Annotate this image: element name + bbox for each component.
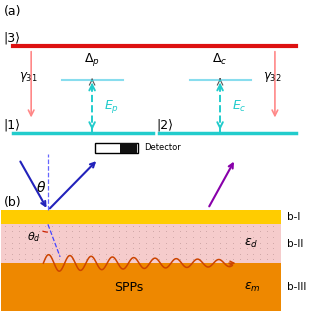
Text: Detector: Detector [144,144,181,153]
Bar [1,224,281,263]
Text: (b): (b) [4,196,21,209]
Text: |1⟩: |1⟩ [4,118,21,131]
Text: |2⟩: |2⟩ [156,118,173,131]
Text: b-II: b-II [287,239,304,249]
Text: $\gamma_{32}$: $\gamma_{32}$ [263,70,281,84]
Text: $\Delta_c$: $\Delta_c$ [212,52,228,67]
Text: $\theta$: $\theta$ [36,180,46,195]
Bar [1,210,281,224]
Text: b-I: b-I [287,212,300,222]
Text: $\varepsilon_m$: $\varepsilon_m$ [244,281,261,294]
Text: $E_p$: $E_p$ [104,98,119,115]
Bar [95,143,138,153]
Bar [120,143,137,153]
Text: $\varepsilon_d$: $\varepsilon_d$ [244,237,259,250]
Text: $\gamma_{31}$: $\gamma_{31}$ [19,70,38,84]
Text: SPPs: SPPs [114,281,143,294]
Text: $E_c$: $E_c$ [232,99,247,114]
Text: |3⟩: |3⟩ [4,31,21,44]
Text: (a): (a) [4,5,21,18]
Bar [1,263,281,311]
Text: $\theta_d$: $\theta_d$ [27,230,40,244]
Text: b-III: b-III [287,282,306,292]
Text: $\Delta_p$: $\Delta_p$ [84,51,100,68]
